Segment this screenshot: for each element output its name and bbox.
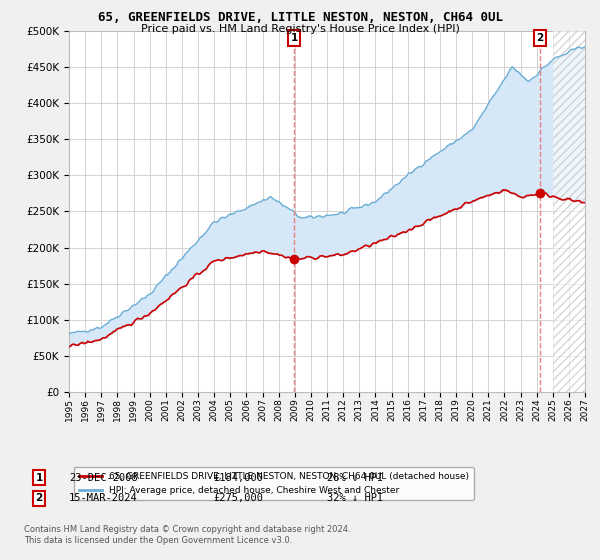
Text: £184,000: £184,000 <box>213 473 263 483</box>
Text: 15-MAR-2024: 15-MAR-2024 <box>69 493 138 503</box>
Text: 28% ↓ HPI: 28% ↓ HPI <box>327 473 383 483</box>
Text: 2: 2 <box>536 33 544 43</box>
Text: Contains HM Land Registry data © Crown copyright and database right 2024.
This d: Contains HM Land Registry data © Crown c… <box>24 525 350 545</box>
Text: 65, GREENFIELDS DRIVE, LITTLE NESTON, NESTON, CH64 0UL: 65, GREENFIELDS DRIVE, LITTLE NESTON, NE… <box>97 11 503 24</box>
Text: 1: 1 <box>35 473 43 483</box>
Text: 2: 2 <box>35 493 43 503</box>
Legend: 65, GREENFIELDS DRIVE, LITTLE NESTON, NESTON, CH64 0UL (detached house), HPI: Av: 65, GREENFIELDS DRIVE, LITTLE NESTON, NE… <box>74 467 474 500</box>
Text: Price paid vs. HM Land Registry's House Price Index (HPI): Price paid vs. HM Land Registry's House … <box>140 24 460 34</box>
Text: 1: 1 <box>290 33 298 43</box>
Text: £275,000: £275,000 <box>213 493 263 503</box>
Text: 23-DEC-2008: 23-DEC-2008 <box>69 473 138 483</box>
Text: 32% ↓ HPI: 32% ↓ HPI <box>327 493 383 503</box>
